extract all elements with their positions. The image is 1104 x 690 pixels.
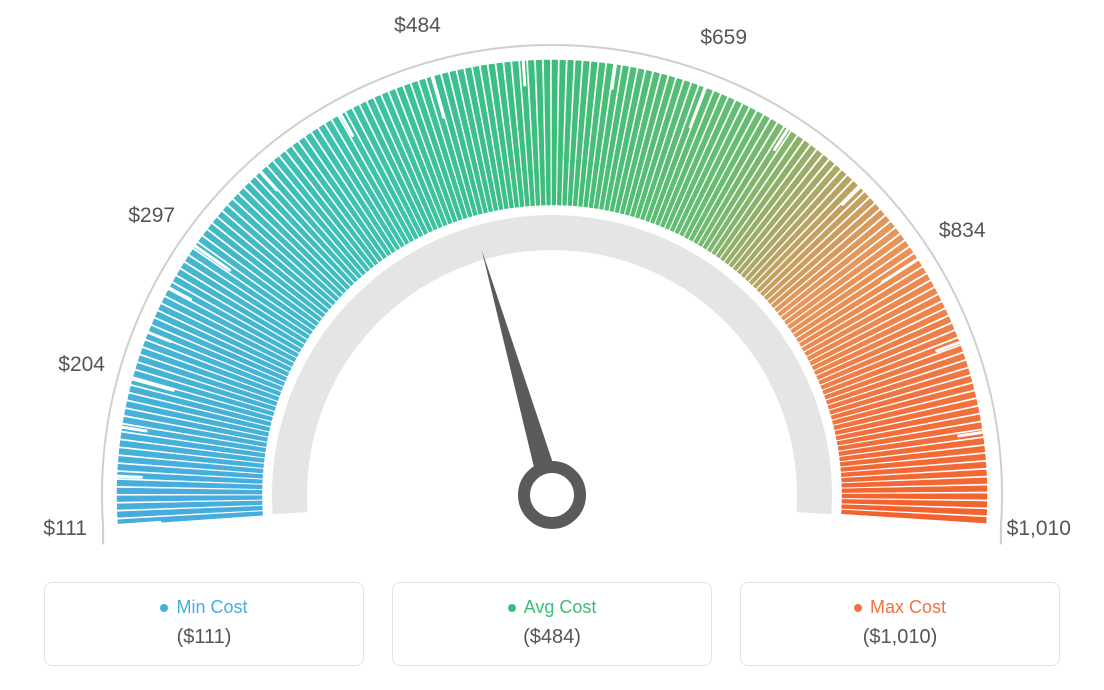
gauge-area: $111 $204 $297 $484 $659 $834 $1,010 bbox=[0, 0, 1104, 560]
gauge-tick-label: $659 bbox=[700, 26, 747, 50]
dot-icon bbox=[160, 604, 168, 612]
legend-title-row: Max Cost bbox=[741, 597, 1059, 618]
legend-value-min: ($111) bbox=[45, 626, 363, 649]
legend-title-min: Min Cost bbox=[176, 597, 247, 618]
gauge-tick-label: $484 bbox=[394, 14, 441, 38]
gauge-tick-label: $204 bbox=[58, 353, 105, 377]
legend-title-row: Min Cost bbox=[45, 597, 363, 618]
gauge-tick-label: $834 bbox=[939, 219, 986, 243]
legend-value-max: ($1,010) bbox=[741, 626, 1059, 649]
legend-card-max: Max Cost ($1,010) bbox=[740, 582, 1060, 666]
legend-title-max: Max Cost bbox=[870, 597, 946, 618]
gauge-tick-label: $1,010 bbox=[1007, 517, 1071, 541]
dot-icon bbox=[854, 604, 862, 612]
legend-title-avg: Avg Cost bbox=[524, 597, 597, 618]
legend-card-avg: Avg Cost ($484) bbox=[392, 582, 712, 666]
gauge-chart-container: $111 $204 $297 $484 $659 $834 $1,010 Min Cost … bbox=[0, 0, 1104, 690]
legend-title-row: Avg Cost bbox=[393, 597, 711, 618]
dot-icon bbox=[508, 604, 516, 612]
gauge-svg bbox=[0, 0, 1104, 560]
legend-value-avg: ($484) bbox=[393, 626, 711, 649]
gauge-tick-label: $297 bbox=[128, 204, 175, 228]
gauge-tick-label: $111 bbox=[43, 517, 87, 541]
legend-card-min: Min Cost ($111) bbox=[44, 582, 364, 666]
legend-row: Min Cost ($111) Avg Cost ($484) Max Cost… bbox=[0, 582, 1104, 666]
